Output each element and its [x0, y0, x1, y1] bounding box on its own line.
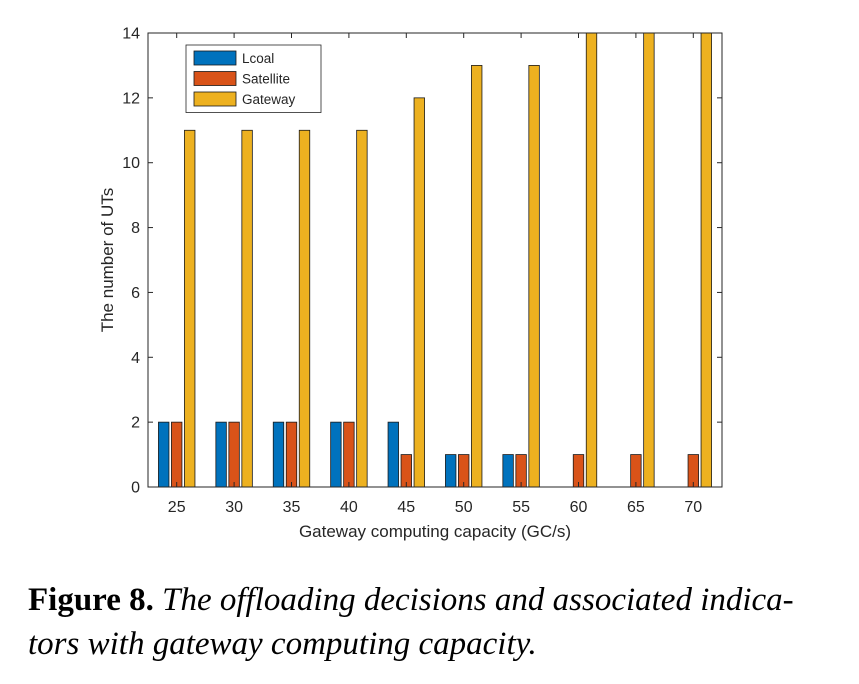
x-tick-label: 70 [684, 499, 702, 516]
legend-swatch-satellite [193, 71, 237, 86]
plot-frame [147, 32, 723, 488]
y-tick-label: 12 [122, 90, 140, 107]
x-tick-label: 30 [225, 499, 243, 516]
y-tick-label: 0 [131, 480, 140, 497]
bar-gateway-55 [528, 65, 540, 488]
x-tick-label: 65 [627, 499, 645, 516]
x-tick-label: 40 [340, 499, 358, 516]
bar-gateway-35 [298, 129, 311, 488]
x-tick-label: 35 [283, 499, 301, 516]
bar-gateway-70 [700, 32, 712, 488]
bar-gateway-30 [241, 129, 253, 488]
x-tick-label: 50 [455, 499, 473, 516]
bar-satellite-25 [171, 421, 183, 488]
bar-lcoal-50 [445, 454, 457, 488]
bars-layer [158, 32, 712, 488]
bar-satellite-40 [343, 421, 355, 488]
y-tick-label: 4 [131, 350, 140, 367]
bar-gateway-65 [643, 32, 655, 488]
x-tick-label: 55 [512, 499, 530, 516]
legend-label-lcoal: Lcoal [242, 51, 274, 66]
x-axis-label: Gateway computing capacity (GC/s) [299, 522, 571, 541]
legend-label-gateway: Gateway [242, 92, 296, 107]
y-tick-label: 8 [131, 220, 140, 237]
y-tick-label: 6 [131, 285, 140, 302]
bar-lcoal-25 [158, 421, 170, 488]
x-tick-label: 25 [168, 499, 186, 516]
axes-layer: 25 30 35 40 45 50 55 60 65 70 0 2 4 6 8 10 12 14 [122, 26, 722, 516]
bar-lcoal-30 [215, 421, 227, 488]
bar-lcoal-55 [502, 454, 514, 488]
bar-chart: 25 30 35 40 45 50 55 60 65 70 0 2 4 6 8 10 12 14 Gateway … [98, 26, 723, 541]
legend-label-satellite: Satellite [242, 72, 290, 87]
bar-gateway-50 [471, 65, 483, 488]
bar-gateway-60 [585, 32, 598, 488]
legend-swatch-lcoal [193, 50, 237, 66]
bar-gateway-45 [413, 97, 425, 488]
figure-caption: Figure 8. The offloading decisions and a… [28, 578, 828, 666]
y-axis-label: The number of UTs [98, 188, 117, 333]
bar-satellite-30 [228, 421, 240, 488]
bar-gateway-40 [356, 129, 368, 488]
y-tick-label: 2 [131, 415, 140, 432]
y-tick-label: 10 [122, 155, 140, 172]
x-tick-label: 45 [397, 499, 415, 516]
caption-label: Figure 8. [28, 582, 154, 618]
caption-text: The offloading decisions and associated … [28, 582, 794, 662]
legend-swatch-gateway [193, 91, 237, 107]
bar-lcoal-35 [272, 421, 285, 488]
legend: Lcoal Satellite Gateway [185, 44, 322, 113]
bar-satellite-35 [285, 421, 298, 488]
y-tick-label: 14 [122, 26, 140, 43]
bar-lcoal-45 [387, 421, 399, 488]
x-tick-label: 60 [570, 499, 588, 516]
bar-lcoal-40 [330, 421, 342, 488]
bar-gateway-25 [184, 129, 196, 488]
